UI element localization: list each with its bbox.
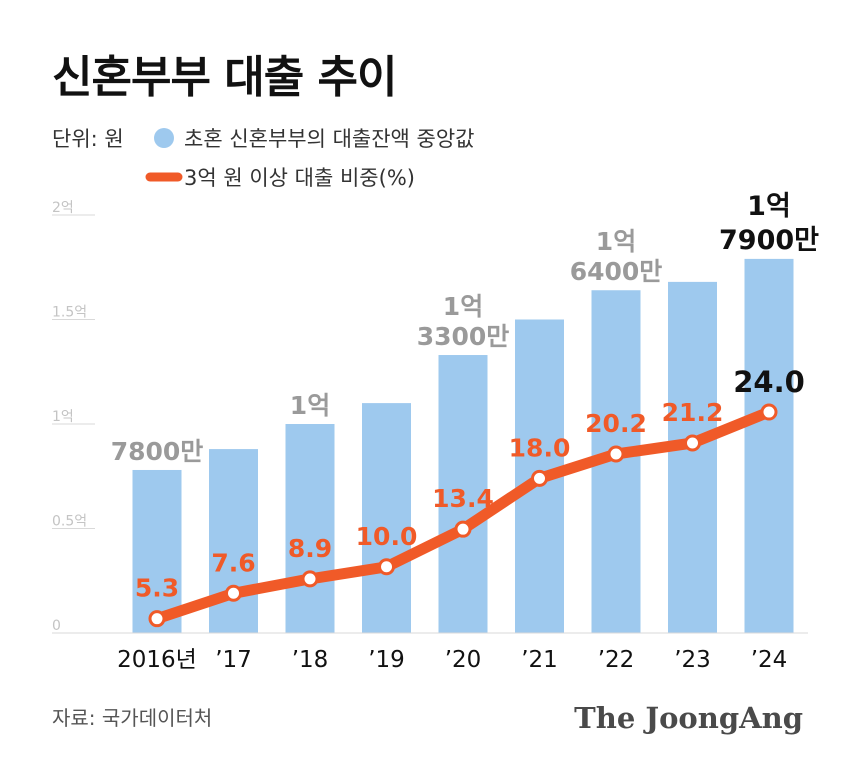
brand-logo: The JoongAng [574, 701, 803, 735]
line-markers [148, 403, 778, 628]
x-tick-label: ’24 [751, 647, 788, 673]
x-axis: 2016년 ’17 ’18 ’19 ’20 ’21 ’22 ’23 ’24 [117, 647, 787, 673]
line-data-label: 20.2 [585, 409, 647, 438]
source-note: 자료: 국가데이터처 [52, 706, 212, 730]
line-data-label: 24.0 [733, 365, 805, 399]
line-marker [378, 558, 395, 576]
line-marker [607, 445, 625, 463]
line-marker [531, 469, 548, 487]
y-tick-label: 1억 [52, 409, 74, 425]
bar-data-label: 1억 7900만 [719, 191, 819, 256]
line-marker [760, 403, 778, 421]
y-tick-label: 0 [52, 618, 61, 634]
line-data-label: 18.0 [509, 433, 571, 462]
legend-bar-swatch [154, 128, 174, 148]
bar [209, 449, 258, 633]
line-data-label: 7.6 [211, 548, 255, 577]
y-tick-label: 0.5억 [52, 514, 87, 530]
bar-labels: 7800만 1억 1억 3300만 1억 6400만 1억 7900만 [111, 191, 819, 466]
line-marker [301, 570, 319, 588]
line-data-label: 8.9 [288, 534, 332, 563]
legend-bar-label: 초혼 신혼부부의 대출잔액 중앙값 [184, 127, 475, 151]
line-labels: 5.3 7.6 8.9 10.0 13.4 18.0 20.2 21.2 24.0 [135, 365, 805, 603]
y-tick-label: 1.5억 [52, 305, 87, 321]
chart-title: 신혼부부 대출 추이 [52, 52, 396, 103]
x-tick-label: ’22 [598, 647, 635, 673]
x-tick-label: ’17 [215, 647, 252, 673]
bar-data-label: 1억 3300만 [417, 292, 510, 351]
bar-data-label: 1억 6400만 [570, 227, 663, 286]
line-data-label: 13.4 [432, 484, 494, 513]
x-tick-label: ’23 [674, 647, 711, 673]
bar [438, 355, 488, 633]
unit-label: 단위: 원 [52, 127, 124, 151]
x-tick-label: ’20 [445, 647, 482, 673]
x-tick-label: ’18 [292, 647, 329, 673]
x-tick-label: 2016년 [117, 647, 197, 673]
y-tick-label: 2억 [52, 200, 74, 216]
line-data-label: 5.3 [135, 574, 179, 603]
legend-line-label: 3억 원 이상 대출 비중(%) [184, 166, 415, 190]
bar [744, 258, 794, 633]
x-tick-label: ’21 [521, 647, 558, 673]
bar [668, 281, 717, 633]
line-data-label: 10.0 [356, 522, 418, 551]
y-axis: 0 0.5억 1억 1.5억 2억 [52, 200, 95, 634]
x-tick-label: ’19 [368, 647, 405, 673]
line-marker [225, 584, 242, 602]
line-data-label: 21.2 [662, 398, 724, 427]
line-marker [684, 434, 701, 452]
line-marker [148, 610, 166, 628]
line-marker [454, 520, 472, 538]
bar [285, 424, 335, 633]
bar [132, 469, 182, 633]
bar-data-label: 7800만 [111, 437, 204, 466]
bar-data-label: 1억 [290, 391, 330, 420]
bar [362, 403, 411, 633]
